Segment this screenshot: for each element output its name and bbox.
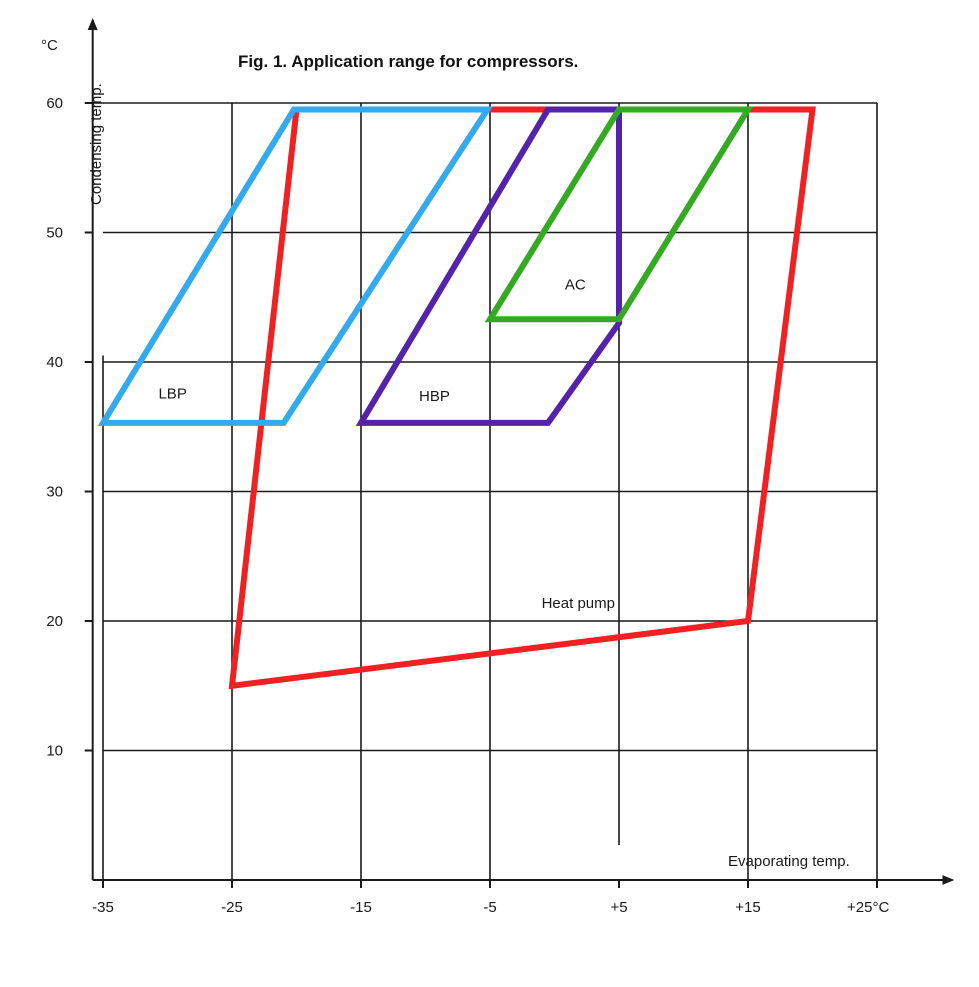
y-tick-label: 30 <box>46 484 63 501</box>
y-unit-label: °C <box>41 37 58 54</box>
tick-labels: 10 20 30 40 50 60 -35 -25 -15 -5 +5 +15 +25°C <box>46 95 889 916</box>
series-ac <box>484 106 754 323</box>
x-tick-label: -35 <box>92 899 114 916</box>
region-label-lbp: LBP <box>158 385 186 402</box>
region-label-hbp: HBP <box>419 388 450 405</box>
x-tick-label: +25°C <box>847 899 889 916</box>
x-tick-label: +15 <box>735 899 760 916</box>
y-tick-label: 60 <box>46 95 63 112</box>
region-labels: LBP HBP AC Heat pump <box>158 276 615 612</box>
region-label-ac: AC <box>565 276 586 293</box>
x-tick-label: +5 <box>610 899 627 916</box>
axes <box>87 18 955 885</box>
y-tick-label: 10 <box>46 743 63 760</box>
series-hbp <box>355 106 622 426</box>
y-tick-label: 50 <box>46 225 63 242</box>
x-tick-label: -5 <box>483 899 496 916</box>
y-tick-label: 20 <box>46 613 63 630</box>
series-heat-pump <box>228 106 816 690</box>
x-tick-label: -15 <box>350 899 372 916</box>
chart-title: Fig. 1. Application range for compressor… <box>238 52 578 71</box>
x-axis-label: Evaporating temp. <box>728 853 850 870</box>
series-group <box>97 106 816 690</box>
y-axis-label: Condensing temp. <box>88 83 105 205</box>
region-label-heat-pump: Heat pump <box>542 595 615 612</box>
series-lbp <box>97 106 493 426</box>
y-tick-label: 40 <box>46 354 63 371</box>
x-tick-label: -25 <box>221 899 243 916</box>
